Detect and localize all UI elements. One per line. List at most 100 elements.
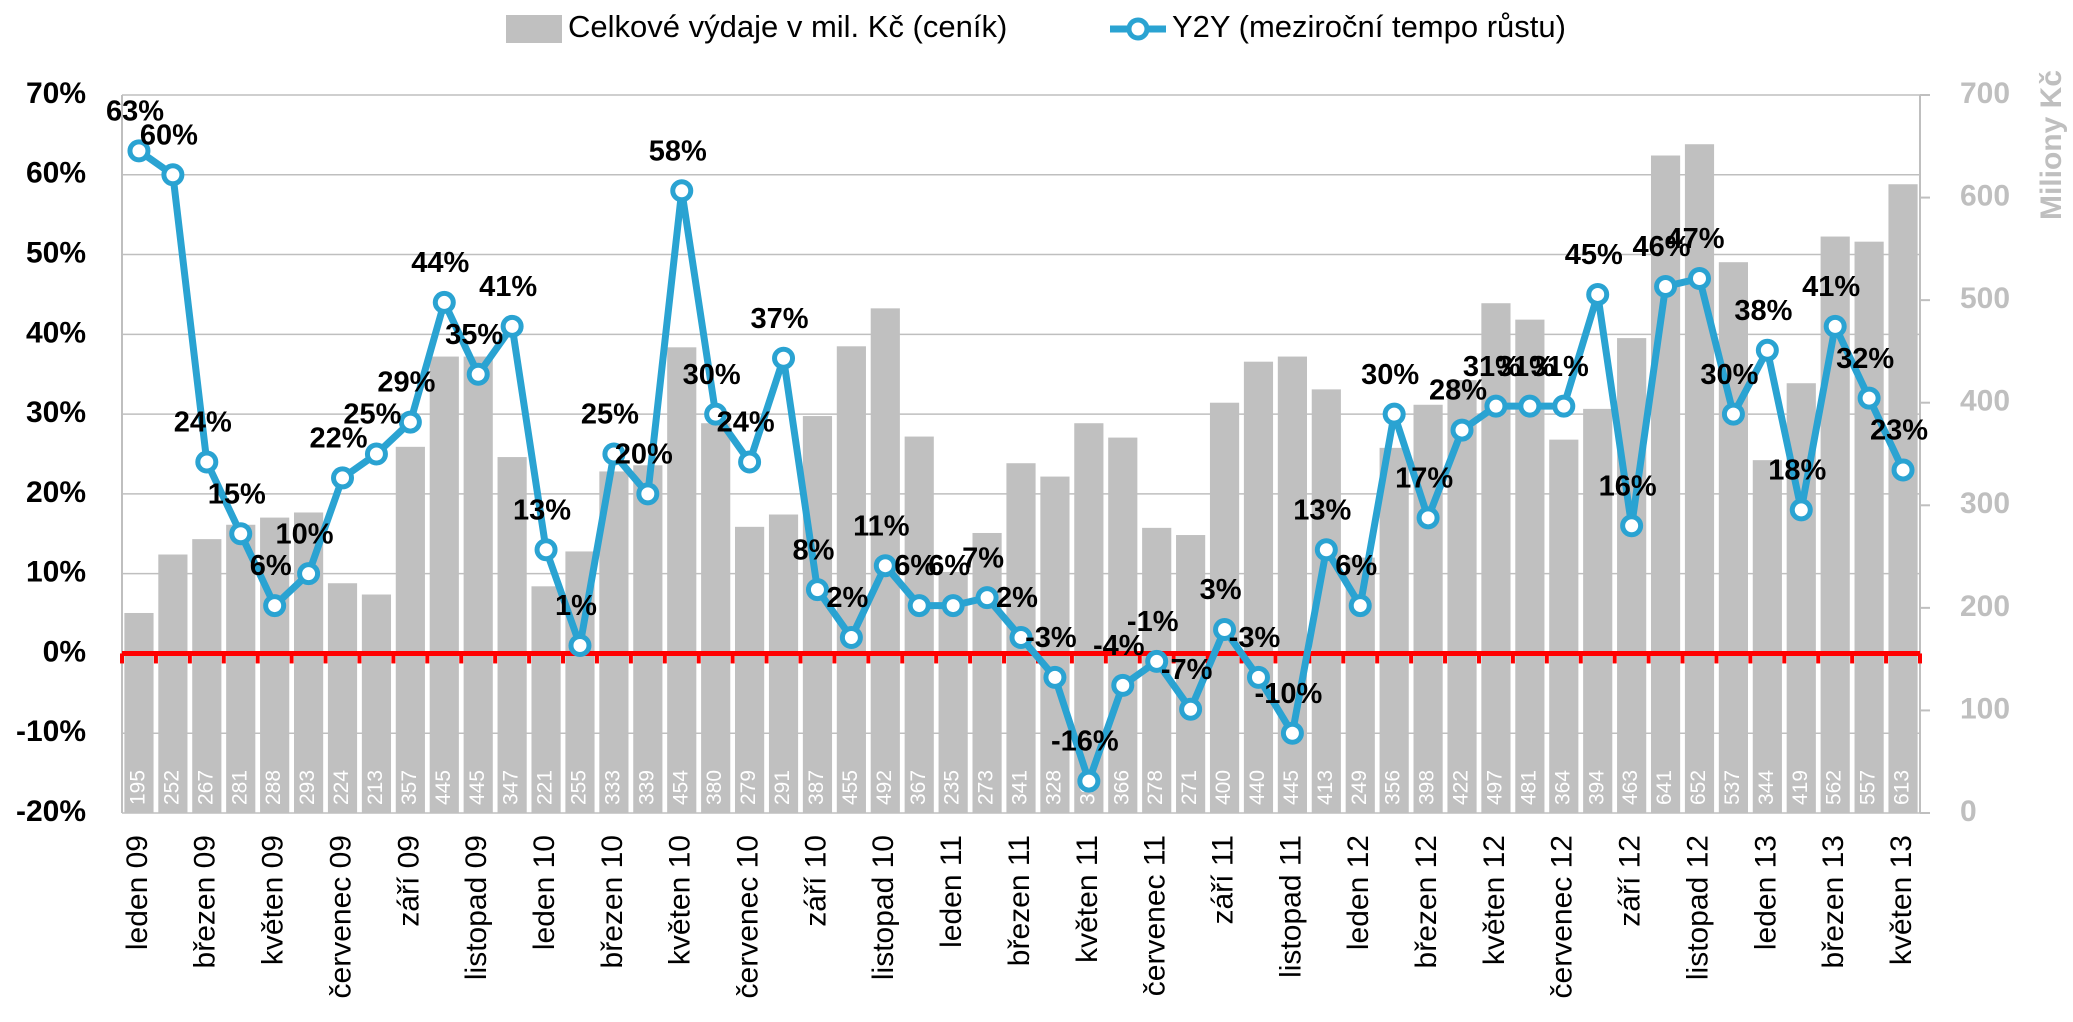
line-marker: [1450, 418, 1474, 442]
line-marker: [1484, 394, 1508, 418]
y-tick-label: 20%: [26, 476, 86, 509]
line-marker: [772, 346, 796, 370]
bar: [158, 554, 188, 813]
x-tick-label: září 12: [1614, 835, 1647, 927]
bar: [633, 465, 663, 813]
bar: [1650, 155, 1681, 813]
data-label: 41%: [479, 271, 537, 303]
y2-tick-label: 0: [1960, 795, 1977, 828]
data-label: 7%: [962, 542, 1004, 574]
bar-value-label: 445: [466, 770, 489, 805]
bar: [1447, 380, 1477, 813]
bar: [124, 612, 154, 813]
x-tick-label: květen 10: [664, 835, 697, 965]
bar: [1040, 476, 1070, 813]
bar: [1243, 361, 1274, 813]
y-tick-label: 0%: [43, 635, 86, 668]
bar-value-label: 344: [1755, 770, 1778, 805]
bar: [1549, 439, 1579, 813]
data-label: -4%: [1093, 630, 1145, 662]
line-marker: [1111, 673, 1135, 697]
data-label: 29%: [377, 367, 435, 399]
bar-value-label: 455: [839, 770, 862, 805]
bar-value-label: 356: [1382, 770, 1405, 805]
data-label: -1%: [1127, 606, 1179, 638]
bar: [531, 586, 561, 813]
y-tick-label: 50%: [26, 236, 86, 269]
bar-value-label: 394: [1585, 770, 1608, 805]
bar-value-label: 213: [364, 770, 387, 805]
bar-value-label: 255: [568, 770, 591, 805]
legend-label: Y2Y (meziroční tempo růstu): [1172, 9, 1566, 44]
bar-value-label: 278: [1144, 770, 1167, 805]
bar: [1209, 402, 1240, 813]
bar: [701, 423, 731, 813]
line-marker: [1721, 402, 1745, 426]
bar-value-label: 364: [1551, 770, 1574, 805]
data-label: 1%: [555, 590, 597, 622]
line-marker: [1314, 538, 1338, 562]
bar: [1515, 319, 1545, 813]
x-tick-label: listopad 12: [1681, 835, 1714, 980]
y-tick-label: -10%: [16, 715, 86, 748]
bar: [1379, 447, 1409, 813]
bar: [836, 346, 866, 813]
bar: [429, 356, 459, 813]
line-marker: [1586, 282, 1610, 306]
x-tick-label: květen 12: [1478, 835, 1511, 965]
data-label: 46%: [1633, 231, 1691, 263]
data-label: -7%: [1161, 654, 1213, 686]
bar-value-label: 492: [873, 770, 896, 805]
y2-tick-label: 200: [1960, 590, 2010, 623]
bar: [1684, 144, 1715, 814]
y-tick-label: 70%: [26, 77, 86, 110]
x-tick-label: červenec 09: [324, 835, 357, 998]
x-tick-label: květen 13: [1885, 835, 1918, 965]
legend-swatch: [506, 15, 562, 43]
line-marker: [636, 482, 660, 506]
data-label: 3%: [1200, 574, 1242, 606]
data-label: 17%: [1395, 462, 1453, 494]
line-marker: [839, 625, 863, 649]
data-label: 31%: [1497, 351, 1555, 383]
bar-value-label: 454: [669, 770, 692, 805]
x-tick-label: červenec 12: [1546, 835, 1579, 998]
line-marker: [1009, 625, 1033, 649]
data-label: 58%: [649, 135, 707, 167]
bar: [1888, 184, 1918, 814]
line-marker: [364, 442, 388, 466]
bar-value-label: 271: [1178, 770, 1201, 805]
data-label: 2%: [826, 582, 868, 614]
data-label: -3%: [1229, 622, 1281, 654]
data-label: 24%: [174, 407, 232, 439]
bar-value-label: 398: [1416, 770, 1439, 805]
bar-value-label: 357: [398, 770, 421, 805]
x-tick-label: listopad 09: [460, 835, 493, 980]
x-tick-label: leden 13: [1749, 835, 1782, 950]
y-tick-label: 60%: [26, 157, 86, 190]
data-label: 60%: [140, 119, 198, 151]
x-tick-label: květen 11: [1071, 835, 1104, 963]
line-marker: [738, 450, 762, 474]
x-tick-label: březen 13: [1817, 835, 1850, 968]
bar-value-label: 221: [534, 770, 557, 805]
bar-value-label: 613: [1891, 770, 1914, 805]
bar-value-label: 366: [1110, 770, 1133, 805]
bar: [768, 514, 799, 813]
x-tick-label: červenec 10: [732, 835, 765, 998]
x-tick-label: září 10: [799, 835, 832, 927]
y2-tick-label: 100: [1960, 692, 2010, 725]
line-marker: [873, 554, 897, 578]
bar: [361, 594, 392, 813]
bar-value-label: 380: [703, 770, 726, 805]
bar-value-label: 195: [127, 770, 150, 805]
data-label: 47%: [1666, 223, 1724, 255]
line-marker: [1620, 514, 1644, 538]
data-label: 28%: [1429, 375, 1487, 407]
bar-value-label: 419: [1789, 770, 1812, 805]
bar: [1583, 408, 1613, 813]
line-marker: [195, 450, 219, 474]
line-marker: [1382, 402, 1406, 426]
data-label: 25%: [581, 399, 639, 431]
